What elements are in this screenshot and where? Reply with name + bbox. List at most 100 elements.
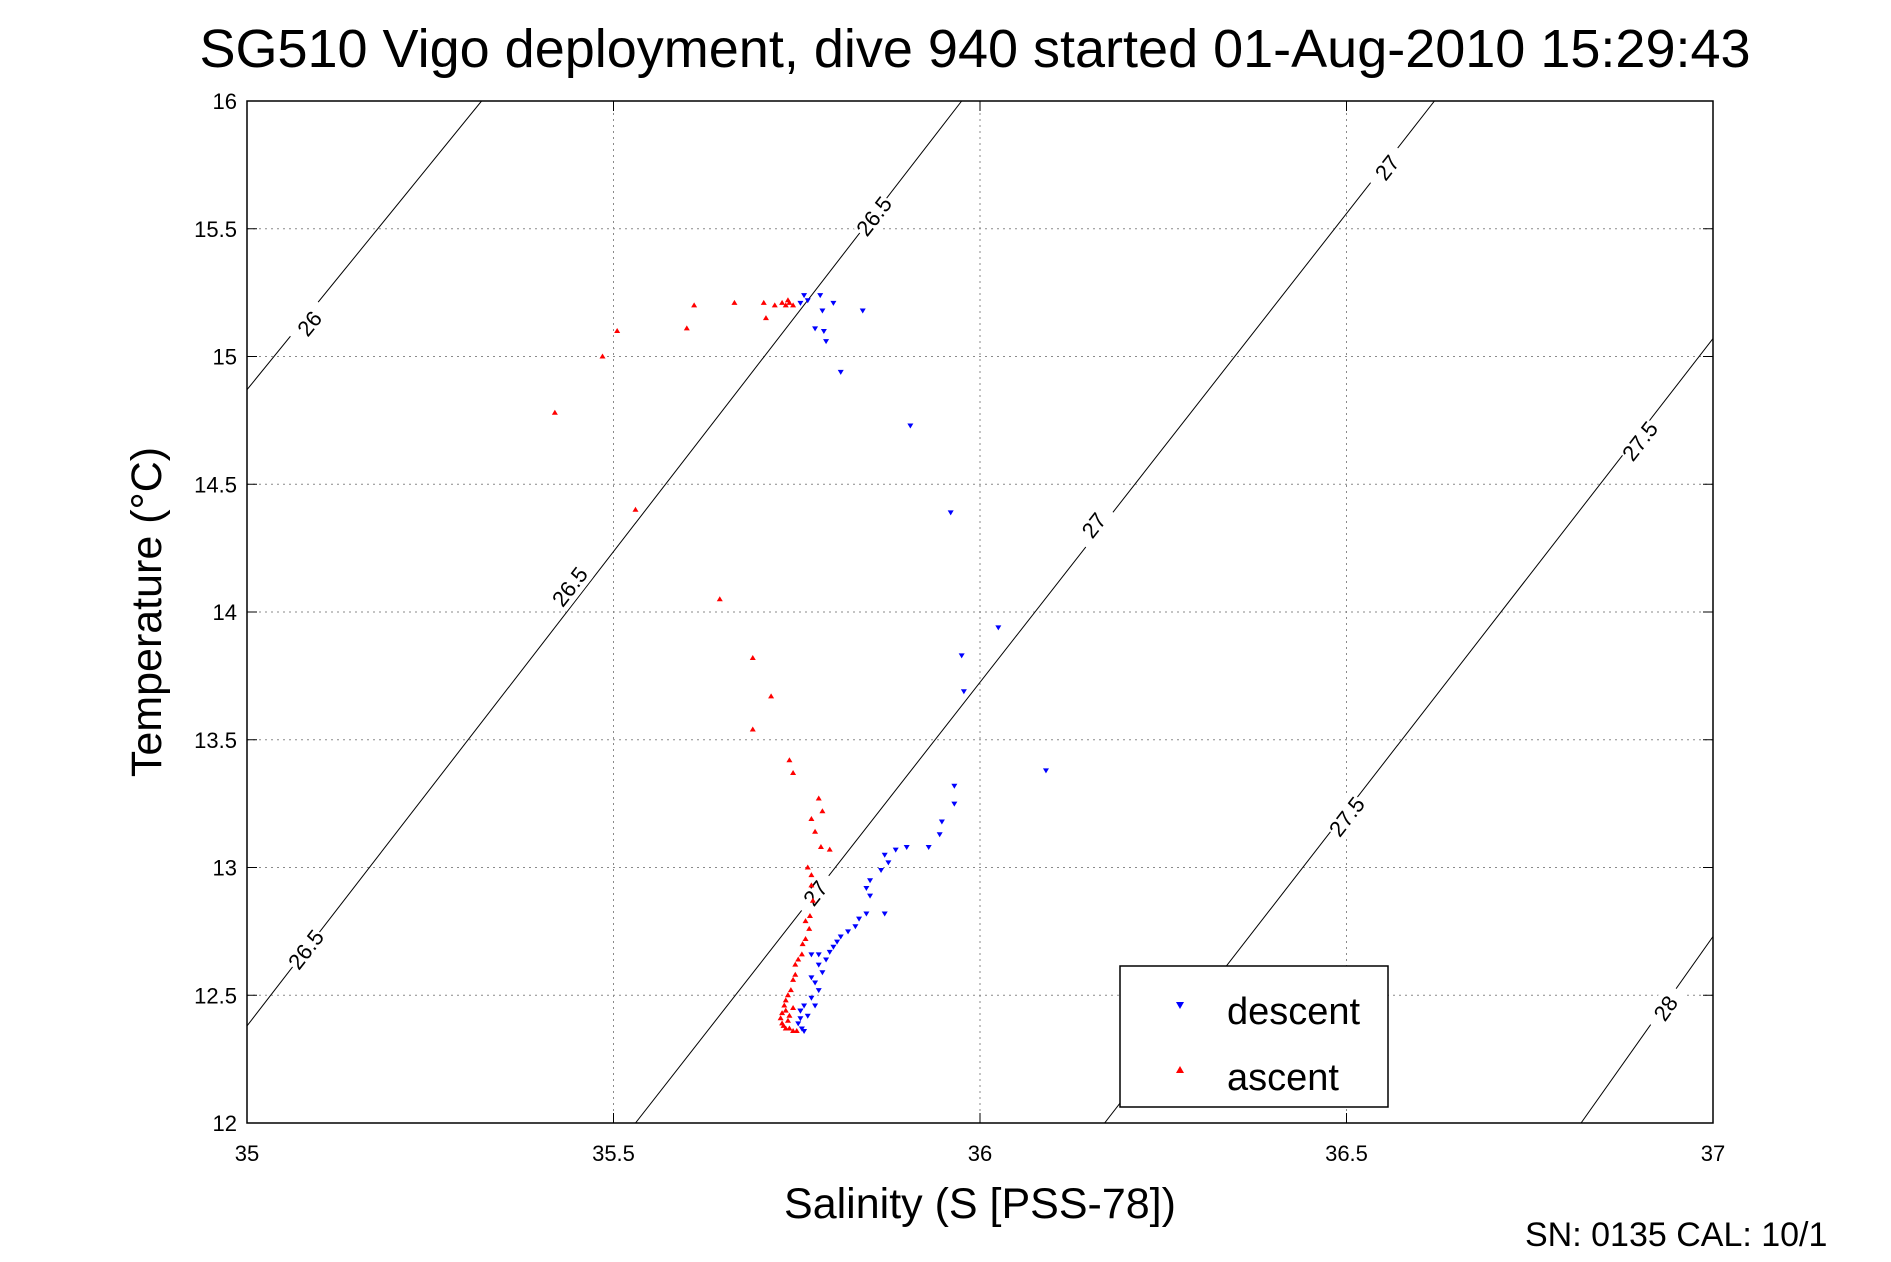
density-contour-26 <box>247 101 482 391</box>
descent-point <box>863 885 870 891</box>
ascent-point <box>812 828 819 834</box>
contour-label-mask <box>791 867 839 919</box>
descent-point <box>907 423 914 429</box>
legend: descent ascent <box>1119 965 1389 1108</box>
ascent-point <box>683 325 690 331</box>
ascent-point <box>749 726 756 732</box>
ascent-point <box>790 769 797 775</box>
ascent-point <box>784 297 791 303</box>
legend-marker-descent <box>1176 1002 1184 1009</box>
density-contour-26.5 <box>247 101 963 1027</box>
y-tick-label: 12.5 <box>194 983 237 1008</box>
ascent-point <box>792 961 799 967</box>
ascent-point <box>551 409 558 415</box>
descent-point <box>947 510 954 516</box>
contour-label-mask <box>281 923 330 975</box>
descent-point <box>867 893 874 899</box>
descent-point <box>819 970 826 976</box>
descent-point <box>995 625 1002 631</box>
descent-point <box>812 1003 819 1009</box>
descent-point <box>808 952 815 958</box>
ascent-point <box>786 757 793 763</box>
density-contour-28 <box>1580 936 1713 1123</box>
descent-point <box>881 852 888 858</box>
descent-point <box>823 339 830 345</box>
descent-point <box>936 832 943 838</box>
descent-point <box>830 944 837 950</box>
ascent-point <box>768 693 775 699</box>
data-points <box>551 293 1049 1035</box>
ascent-point <box>808 882 815 888</box>
contour-label-mask <box>1363 142 1411 193</box>
descent-point <box>815 962 822 968</box>
descent-point <box>834 939 841 945</box>
descent-point <box>837 369 844 375</box>
descent-point <box>878 868 885 874</box>
descent-point <box>795 1021 802 1027</box>
y-tick-label: 13 <box>213 856 237 881</box>
descent-point <box>819 308 826 314</box>
y-axis-title: Temperature (°C) <box>123 447 171 777</box>
x-tick-label: 37 <box>1701 1141 1725 1166</box>
descent-point <box>859 308 866 314</box>
ascent-point <box>809 897 816 903</box>
descent-point <box>797 1016 804 1022</box>
ascent-point <box>632 506 639 512</box>
ascent-point <box>614 327 621 333</box>
descent-point <box>938 819 945 825</box>
ascent-point <box>798 951 805 957</box>
descent-point <box>804 1013 811 1019</box>
ascent-point <box>716 596 723 602</box>
ascent-point <box>779 299 786 305</box>
ascent-point <box>826 846 833 852</box>
contour-label-mask <box>285 298 334 349</box>
ascent-point <box>793 1028 800 1034</box>
y-tick-label: 14 <box>213 600 237 625</box>
ascent-point <box>815 795 822 801</box>
serial-calibration-footer: SN: 0135 CAL: 10/1 <box>1525 1216 1827 1254</box>
contour-label-mask <box>1615 415 1664 467</box>
descent-point <box>863 911 870 917</box>
descent-point <box>801 293 808 299</box>
ascent-point <box>804 864 811 870</box>
contour-label-mask <box>545 561 594 612</box>
descent-point <box>830 300 837 306</box>
ascent-point <box>782 997 789 1003</box>
ascent-point <box>808 815 815 821</box>
descent-point <box>951 801 958 807</box>
y-tick-label: 15 <box>213 345 237 370</box>
descent-point <box>1042 768 1049 774</box>
ascent-point <box>786 1012 793 1018</box>
grid-lines <box>247 101 1713 1123</box>
ascent-point <box>691 302 698 308</box>
y-tick-label: 15.5 <box>194 217 237 242</box>
descent-point <box>817 293 824 299</box>
contour-label-mask <box>1322 791 1371 842</box>
descent-point <box>856 916 863 922</box>
y-tick-label: 16 <box>213 89 237 114</box>
descent-point <box>925 845 932 851</box>
descent-point <box>881 911 888 917</box>
ascent-point <box>806 913 813 919</box>
ascent-point <box>749 654 756 660</box>
ascent-point <box>777 1015 784 1021</box>
x-tick-label: 35 <box>235 1141 259 1166</box>
ascent-point <box>817 844 824 850</box>
ascent-point <box>795 956 802 962</box>
ascent-point <box>790 976 797 982</box>
legend-marker-ascent <box>1176 1066 1184 1073</box>
descent-point <box>801 1003 808 1009</box>
descent-point <box>845 929 852 935</box>
descent-point <box>837 934 844 940</box>
ascent-point <box>786 1025 793 1031</box>
descent-point <box>808 995 815 1001</box>
ascent-point <box>782 302 789 308</box>
descent-point <box>892 847 899 853</box>
y-tick-label: 12 <box>213 1111 237 1136</box>
x-tick-label: 36.5 <box>1325 1141 1368 1166</box>
legend-label-ascent: ascent <box>1227 1057 1339 1099</box>
descent-point <box>804 298 811 304</box>
legend-label-descent: descent <box>1227 991 1361 1033</box>
ascent-point <box>806 925 813 931</box>
